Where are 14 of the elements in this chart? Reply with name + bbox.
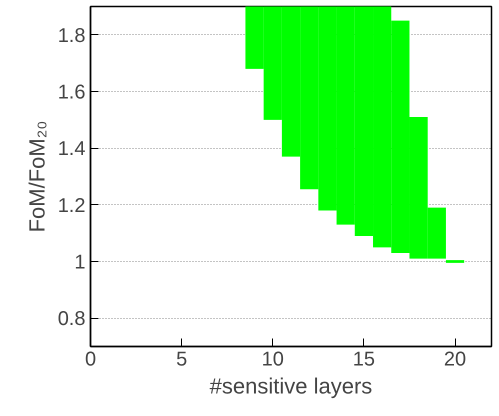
x-tick-label: 15 bbox=[352, 348, 376, 370]
x-tick-label: 10 bbox=[262, 348, 284, 370]
y-tick-label: 1.6 bbox=[58, 82, 86, 104]
x-tick-label: 0 bbox=[84, 348, 96, 370]
y-tick-label: 1.8 bbox=[58, 24, 86, 47]
y-tick-label: 1 bbox=[74, 252, 86, 274]
bar bbox=[446, 260, 464, 263]
x-tick-label: 5 bbox=[176, 348, 188, 370]
y-tick-label: 1.4 bbox=[58, 138, 86, 160]
y-tick-label: 1.2 bbox=[58, 194, 86, 217]
x-tick-label: 20 bbox=[444, 348, 466, 370]
y-axis-title: FoM/FoM₂₀ bbox=[24, 120, 50, 232]
x-axis-title: #sensitive layers bbox=[210, 374, 372, 398]
y-tick-label: 0.8 bbox=[58, 308, 86, 330]
